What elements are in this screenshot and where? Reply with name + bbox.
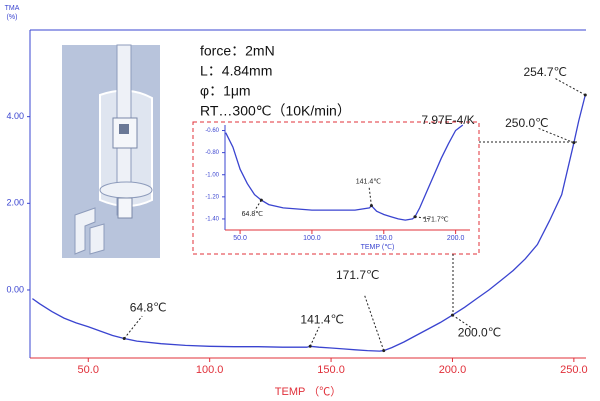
note: φ：1μm [200, 83, 251, 99]
annotation-label: 254.7℃ [524, 65, 568, 79]
x-tick-label: 50.0 [78, 364, 99, 376]
annotation-point [572, 141, 576, 145]
annotation-label: 171.7℃ [336, 268, 380, 282]
y-axis-label: (%) [7, 14, 18, 21]
x-tick-label: 100.0 [303, 235, 321, 242]
annotation-label: 141.4℃ [300, 312, 344, 326]
x-axis-label: TEMP (℃) [361, 244, 395, 251]
annotation-label: 141.4℃ [356, 179, 382, 186]
annotation-label: 200.0℃ [458, 325, 502, 339]
annotation-point [583, 93, 587, 97]
note: force：2mN [200, 43, 275, 59]
annotation-label: 171.7℃ [423, 217, 449, 224]
annotation-leader [368, 187, 372, 206]
y-tick-label: 4.00 [6, 111, 24, 121]
y-axis-label: TMA [5, 5, 20, 12]
apparatus-illustration [62, 44, 160, 258]
y-tick-label: 0.00 [6, 284, 24, 294]
x-tick-label: 100.0 [196, 364, 224, 376]
inset-frame [192, 121, 480, 255]
annotation-label: 64.8℃ [130, 301, 167, 315]
y-tick-label: -0.80 [205, 150, 219, 156]
slope-label: 7.97E-4/K [421, 113, 474, 127]
x-tick-label: 250.0 [560, 364, 588, 376]
annotation-leader [123, 315, 143, 339]
annotation-leader [363, 294, 385, 351]
x-tick-label: 50.0 [233, 235, 247, 242]
x-tick-label: 150.0 [375, 235, 393, 242]
y-tick-label: -1.00 [205, 172, 219, 178]
x-axis-label: TEMP （℃） [275, 385, 341, 398]
inset-chart: -0.60 -0.80 -1.00 -1.20 -1.40 50.0 100.0 150.0 2… [205, 124, 470, 251]
annotation-leader [555, 78, 586, 96]
annotation-point [259, 198, 263, 202]
annotation-leader [309, 326, 320, 347]
annotation-point [382, 349, 386, 353]
y-tick-label: -1.20 [205, 194, 219, 200]
annotation-point [413, 215, 417, 219]
annotation-label: 64.8℃ [242, 211, 264, 218]
y-tick-label: -1.40 [205, 217, 219, 223]
annotation-point [308, 344, 312, 348]
y-tick-label: 2.00 [6, 198, 24, 208]
note: L：4.84mm [200, 63, 272, 79]
annotation-label: 250.0℃ [505, 116, 549, 130]
data-line [32, 94, 586, 352]
annotation-point [122, 337, 126, 341]
x-tick-label: 200.0 [447, 235, 465, 242]
annotation-point [369, 204, 373, 208]
y-tick-label: -0.60 [205, 128, 219, 134]
annotation-point [450, 313, 454, 317]
note: RT…300℃（10K/min） [200, 103, 351, 119]
main-chart: 0.00 2.00 4.00 50.0 100.0 150.0 200.0 250.0 TEMP… [5, 5, 588, 398]
annotation-leader [414, 216, 431, 220]
x-tick-label: 150.0 [317, 364, 345, 376]
annotation-leader [452, 314, 473, 330]
x-tick-label: 200.0 [439, 364, 467, 376]
